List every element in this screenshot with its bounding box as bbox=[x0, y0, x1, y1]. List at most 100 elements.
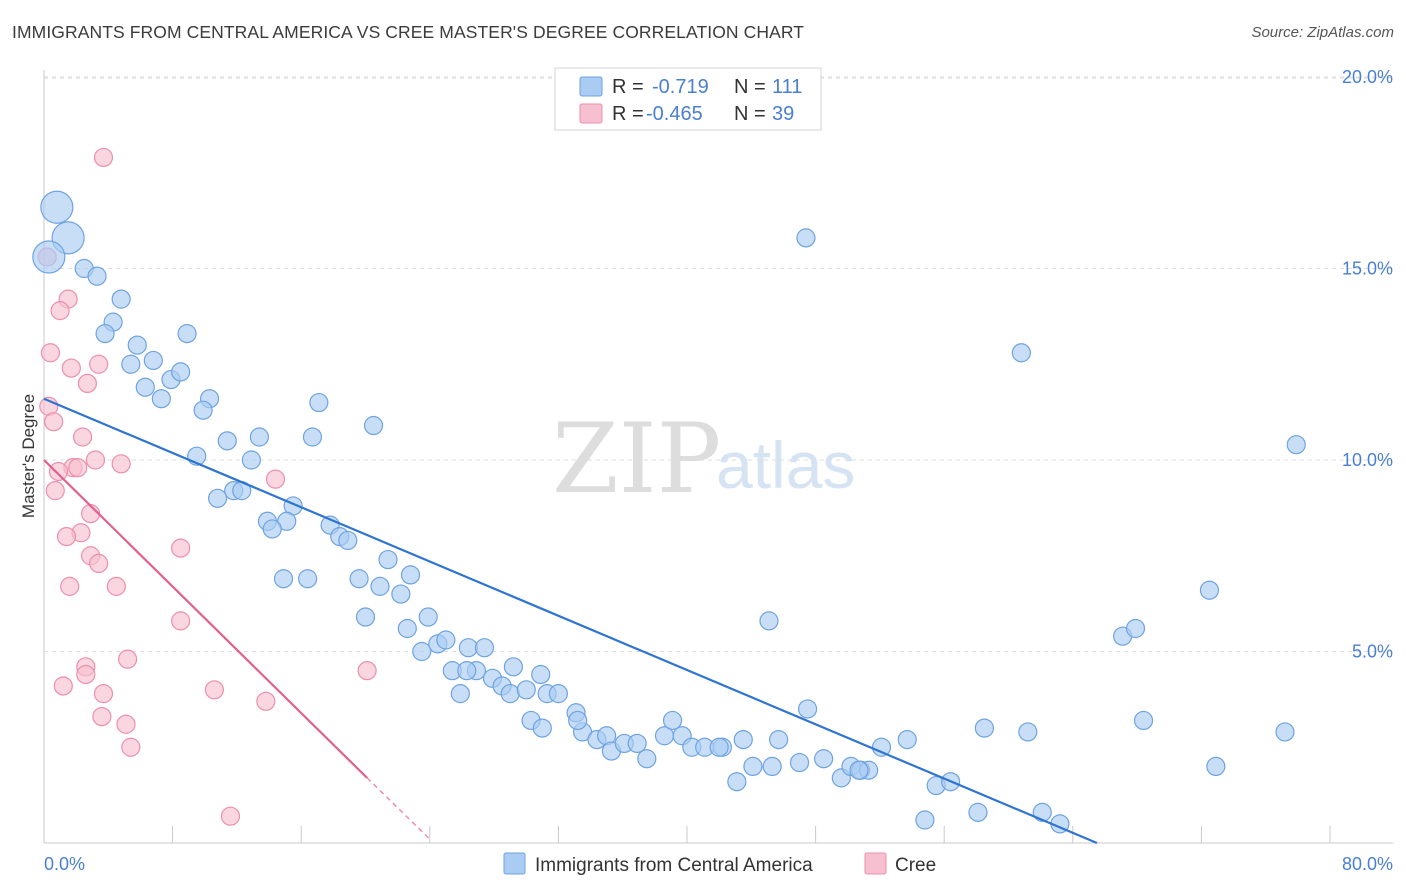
central-america-point bbox=[568, 710, 588, 731]
central-america-point bbox=[355, 607, 376, 627]
central-america-point bbox=[363, 415, 384, 436]
central-america-point bbox=[503, 657, 523, 677]
correlation-legend: R = -0.719 N = 111 R = -0.465 N = 39 bbox=[554, 67, 822, 131]
bottom-legend-label: Immigrants from Central America bbox=[535, 855, 813, 876]
cree-point bbox=[40, 343, 61, 363]
cree-point bbox=[77, 373, 98, 393]
central-america-point bbox=[111, 289, 131, 309]
central-america-point bbox=[171, 362, 191, 382]
central-america-point bbox=[548, 684, 569, 704]
central-america-point bbox=[532, 718, 552, 738]
central-america-point bbox=[637, 749, 657, 769]
central-america-point bbox=[436, 630, 456, 650]
central-america-point bbox=[789, 752, 810, 773]
central-america-point bbox=[458, 638, 478, 658]
cree-point bbox=[89, 354, 109, 374]
central-america-point bbox=[121, 354, 141, 374]
source-credit: Source: ZipAtlas.com bbox=[1251, 24, 1394, 41]
central-america-point bbox=[450, 684, 470, 704]
central-america-point bbox=[1199, 580, 1220, 600]
cree-point bbox=[56, 526, 77, 547]
central-america-point bbox=[849, 760, 869, 780]
central-america-point bbox=[727, 772, 747, 792]
central-america-point bbox=[298, 569, 318, 589]
cree-point bbox=[72, 427, 93, 447]
series-legend: Immigrants from Central America Cree bbox=[503, 852, 936, 876]
legend-r-label: R = bbox=[612, 76, 644, 98]
central-america-point bbox=[915, 810, 935, 830]
cree-point bbox=[44, 412, 64, 432]
cree-point bbox=[171, 611, 191, 631]
central-america-point bbox=[1032, 802, 1052, 822]
cree-point bbox=[204, 680, 224, 700]
central-america-point bbox=[378, 549, 398, 570]
central-america-point bbox=[897, 729, 917, 750]
cree-point bbox=[60, 576, 80, 596]
cree-point bbox=[106, 576, 126, 596]
central-america-point bbox=[302, 427, 323, 447]
cree-point bbox=[121, 737, 141, 757]
cree-points bbox=[37, 147, 377, 826]
y-tick-label: 20.0% bbox=[1342, 67, 1393, 87]
y-tick-labels: 5.0% 10.0% 15.0% 20.0% bbox=[1342, 67, 1393, 662]
watermark: ZIP atlas bbox=[552, 403, 855, 515]
central-america-point bbox=[814, 749, 834, 769]
y-tick-label: 10.0% bbox=[1342, 450, 1393, 470]
cree-point bbox=[45, 481, 65, 501]
cree-point bbox=[93, 147, 114, 168]
central-america-point bbox=[208, 488, 228, 508]
central-america-point bbox=[1275, 722, 1295, 742]
central-america-point bbox=[1018, 722, 1038, 742]
central-america-point bbox=[769, 729, 789, 750]
central-america-point bbox=[968, 802, 988, 822]
central-america-point bbox=[759, 611, 779, 631]
central-america-point bbox=[241, 450, 261, 470]
central-america-point bbox=[217, 431, 237, 451]
central-america-points bbox=[32, 190, 1306, 834]
cree-point bbox=[92, 707, 112, 727]
legend-n-label: N = bbox=[734, 103, 766, 125]
legend-swatch-pink bbox=[579, 103, 603, 124]
bottom-legend-label: Cree bbox=[895, 855, 936, 876]
central-america-point bbox=[143, 350, 163, 371]
x-tick-label-max: 80.0% bbox=[1342, 854, 1393, 874]
legend-n-label: N = bbox=[734, 76, 766, 98]
cree-point bbox=[53, 676, 73, 696]
central-america-point bbox=[249, 427, 270, 447]
bottom-legend-swatch-blue bbox=[503, 852, 526, 875]
cree-point bbox=[117, 649, 138, 669]
central-america-point bbox=[531, 664, 551, 685]
central-america-point bbox=[391, 584, 411, 604]
central-america-point bbox=[797, 699, 818, 719]
trendline-central-america bbox=[43, 397, 1098, 845]
central-america-point bbox=[338, 530, 358, 551]
y-axis-title: Master's Degree bbox=[19, 394, 38, 518]
central-america-point bbox=[709, 737, 729, 757]
cree-point bbox=[265, 469, 286, 489]
central-america-point bbox=[40, 190, 74, 224]
legend-swatch-blue bbox=[579, 76, 603, 97]
central-america-point bbox=[662, 710, 683, 731]
legend-n-value: 111 bbox=[772, 76, 802, 98]
central-america-point bbox=[796, 228, 816, 248]
central-america-point bbox=[370, 576, 390, 596]
central-america-point bbox=[871, 737, 892, 757]
central-america-point bbox=[95, 324, 115, 344]
cree-point bbox=[50, 301, 70, 321]
watermark-zip: ZIP bbox=[552, 403, 721, 515]
central-america-point bbox=[1286, 435, 1306, 455]
central-america-point bbox=[127, 335, 147, 355]
trendline-cree-extension bbox=[366, 777, 431, 840]
central-america-point bbox=[1206, 756, 1226, 777]
y-tick-label: 15.0% bbox=[1342, 259, 1393, 279]
trend-lines bbox=[43, 397, 1098, 845]
central-america-point bbox=[32, 240, 66, 274]
central-america-point bbox=[193, 400, 213, 420]
cree-point bbox=[76, 664, 96, 685]
watermark-atlas: atlas bbox=[716, 428, 855, 502]
cree-point bbox=[85, 450, 106, 470]
central-america-point bbox=[151, 389, 171, 409]
chart-title: IMMIGRANTS FROM CENTRAL AMERICA VS CREE … bbox=[12, 22, 805, 42]
central-america-point bbox=[627, 733, 647, 754]
